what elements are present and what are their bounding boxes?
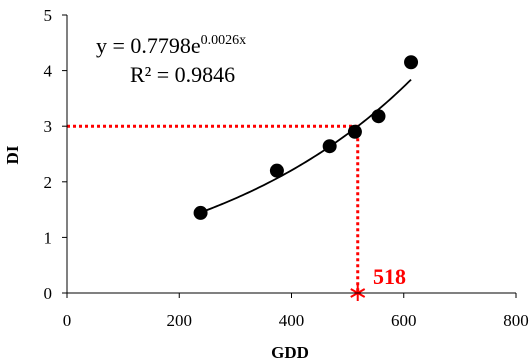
y-tick-labels: 0 1 2 3 4 5 bbox=[44, 6, 53, 303]
y-tick-label: 3 bbox=[44, 117, 53, 136]
x-tick-label: 600 bbox=[391, 311, 417, 330]
trendline-equation-exponent: 0.0026x bbox=[201, 33, 247, 48]
trend-layer bbox=[200, 78, 412, 214]
x-tick-label: 0 bbox=[63, 311, 72, 330]
x-tick-label: 200 bbox=[167, 311, 193, 330]
trendline-equation: y = 0.7798e0.0026x bbox=[96, 33, 246, 58]
points-layer bbox=[193, 55, 419, 220]
y-tick-label: 2 bbox=[44, 173, 53, 192]
data-point bbox=[404, 55, 419, 70]
x-tick-label: 800 bbox=[503, 311, 529, 330]
x-axis-title: GDD bbox=[271, 343, 309, 362]
data-point bbox=[322, 139, 337, 154]
data-point bbox=[371, 109, 386, 124]
y-tick-label: 1 bbox=[44, 228, 53, 247]
y-tick-label: 5 bbox=[44, 6, 53, 25]
x-tick-label: 400 bbox=[279, 311, 305, 330]
data-point bbox=[269, 163, 284, 178]
axes-layer bbox=[62, 14, 517, 298]
r-squared-label: R² = 0.9846 bbox=[130, 62, 235, 87]
plot-area: 0 200 400 600 800 0 1 2 3 4 5 bbox=[44, 6, 529, 330]
exponential-trendline bbox=[200, 78, 412, 214]
y-axis-title: DI bbox=[3, 145, 22, 164]
data-point bbox=[347, 124, 362, 139]
reference-value-label: 518 bbox=[373, 264, 406, 289]
data-point bbox=[193, 205, 208, 220]
trendline-equation-base: y = 0.7798e bbox=[96, 33, 201, 58]
x-tick-labels: 0 200 400 600 800 bbox=[63, 311, 529, 330]
y-tick-label: 0 bbox=[44, 284, 53, 303]
y-tick-label: 4 bbox=[44, 62, 53, 81]
